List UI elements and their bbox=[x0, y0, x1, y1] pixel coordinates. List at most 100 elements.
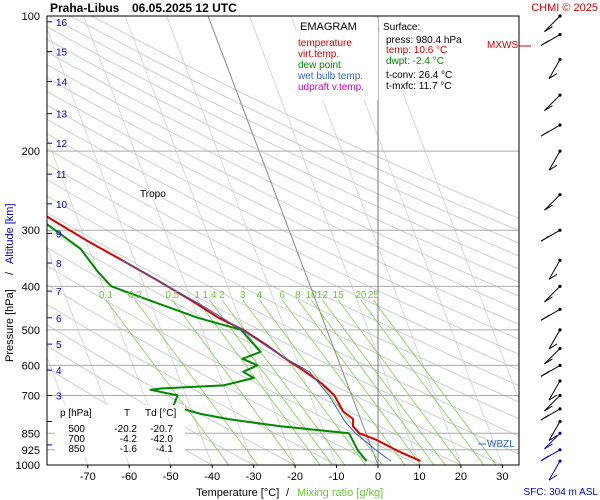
wind-barb-dot bbox=[558, 57, 562, 62]
isotherm bbox=[47, 356, 89, 465]
axis-layer: -70 -60 -50 -40 -30 -20 -10 0 10 20 30 100 200 300 400… bbox=[16, 11, 509, 483]
wind-barb-dot bbox=[558, 363, 562, 367]
pressure-tick-label: 300 bbox=[22, 225, 40, 237]
wind-barb bbox=[544, 346, 562, 365]
wind-barb-dot bbox=[558, 193, 562, 197]
altitude-tick-label: 14 bbox=[56, 78, 68, 89]
mixing-ratio-line bbox=[322, 299, 446, 465]
table-r1-p: 700 bbox=[68, 434, 85, 445]
sounding-datetime: 06.05.2025 12 UTC bbox=[132, 1, 237, 15]
dry-adiabat bbox=[47, 163, 519, 403]
x-axis-title-sep: / bbox=[286, 487, 290, 499]
grid-layer bbox=[47, 16, 519, 465]
dry-adiabat bbox=[47, 179, 519, 420]
surface-title: Surface: bbox=[383, 22, 420, 33]
wind-barb bbox=[540, 32, 562, 47]
wind-barb-dot bbox=[558, 93, 562, 97]
wind-barb-shaft bbox=[548, 460, 561, 481]
dry-adiabat bbox=[47, 77, 519, 311]
x-tick-label: -10 bbox=[329, 471, 345, 483]
wind-barb-flag bbox=[540, 235, 550, 242]
mixing-ratio-label: 1.4 bbox=[203, 290, 217, 301]
wind-barb-flag bbox=[540, 130, 550, 137]
wind-barb bbox=[540, 363, 562, 377]
wind-barb-dot bbox=[558, 228, 562, 232]
wind-barb bbox=[540, 123, 562, 137]
pressure-tick-label: 925 bbox=[22, 445, 40, 457]
wind-barb-shaft bbox=[548, 150, 561, 171]
wind-barb-flag bbox=[548, 474, 558, 481]
surface-elevation: SFC: 304 m ASL bbox=[524, 487, 599, 498]
x-tick-label: -60 bbox=[121, 471, 137, 483]
wind-barb-flag bbox=[544, 358, 553, 365]
wind-barb-dot bbox=[558, 459, 562, 463]
wind-barb-dot bbox=[558, 32, 562, 37]
x-tick-label: -30 bbox=[246, 471, 262, 483]
mixing-ratio-label: 2 bbox=[219, 290, 225, 301]
altitude-tick-label: 9 bbox=[56, 229, 62, 240]
copyright: CHMI © 2025 bbox=[531, 2, 598, 14]
isotherm bbox=[124, 16, 296, 465]
dry-adiabat bbox=[47, 38, 519, 270]
mixing-ratio-line bbox=[134, 299, 259, 465]
x-axis-title-mix: Mixing ratio [g/kg] bbox=[297, 487, 383, 499]
mixing-ratio-label: 25 bbox=[368, 290, 380, 301]
dry-adiabat bbox=[69, 16, 519, 232]
pressure-tick-label: 100 bbox=[22, 11, 40, 23]
wind-barb bbox=[540, 228, 562, 242]
wind-barb bbox=[548, 57, 562, 79]
dry-adiabat bbox=[47, 90, 519, 325]
wind-barb-dot bbox=[558, 14, 562, 18]
mixing-ratio-label: 8 bbox=[295, 290, 301, 301]
mixing-ratio-line bbox=[221, 299, 346, 465]
wind-barb bbox=[548, 379, 562, 401]
dry-adiabat bbox=[47, 26, 519, 257]
altitude-tick-label: 7 bbox=[56, 287, 62, 298]
mixing-ratio-line bbox=[373, 299, 497, 465]
legend-virt-temp: virt.temp. bbox=[298, 49, 339, 60]
pressure-tick-label: 1000 bbox=[16, 460, 40, 472]
wind-barb-dot bbox=[558, 284, 562, 288]
table-r1-td: -42.0 bbox=[150, 434, 173, 445]
wind-barb-dot bbox=[558, 419, 562, 424]
x-tick-label: 30 bbox=[496, 471, 508, 483]
legend-dew-point: dew point bbox=[298, 60, 341, 71]
mixing-ratio-label: 12 bbox=[317, 290, 329, 301]
y-axis-title-sep: / bbox=[4, 271, 16, 275]
surface-dwpt: dwpt: -2.4 °C bbox=[386, 56, 444, 67]
altitude-tick-label: 10 bbox=[56, 200, 68, 211]
series-wet-bulb-temp bbox=[121, 259, 392, 462]
wind-barb-dot bbox=[558, 149, 562, 153]
altitude-tick-label: 12 bbox=[56, 139, 68, 150]
wind-barb-flag bbox=[540, 370, 550, 377]
y-axis-title-altitude: Altitude [km] bbox=[4, 203, 16, 264]
x-tick-label: -50 bbox=[163, 471, 179, 483]
surface-temp: temp: 10.6 °C bbox=[386, 45, 447, 56]
wind-barb bbox=[540, 307, 562, 321]
mixing-ratio-label: 6 bbox=[279, 290, 285, 301]
x-tick-label: 20 bbox=[455, 471, 467, 483]
dry-adiabat bbox=[91, 16, 519, 219]
altitude-tick-label: 16 bbox=[56, 18, 68, 29]
mixing-ratio-label: 1 bbox=[194, 290, 200, 301]
wind-barb bbox=[544, 431, 562, 450]
pressure-tick-label: 500 bbox=[22, 325, 40, 337]
dry-adiabat bbox=[47, 64, 519, 297]
mixing-ratio-line bbox=[310, 299, 435, 465]
mixing-ratio-line bbox=[105, 299, 230, 465]
altitude-tick-label: 4 bbox=[56, 366, 62, 377]
mixing-ratio-label: 10 bbox=[306, 290, 318, 301]
table-r2-p: 850 bbox=[68, 444, 85, 455]
altitude-tick-label: 8 bbox=[56, 259, 62, 270]
plot-frame bbox=[46, 15, 520, 466]
wind-barb-shaft bbox=[548, 380, 561, 401]
wind-barb-dot bbox=[558, 307, 562, 311]
mixing-ratio-line bbox=[242, 299, 366, 465]
wind-barb-shaft bbox=[548, 421, 561, 441]
mixing-ratio-line bbox=[337, 299, 462, 465]
table-r2-t: -1.6 bbox=[120, 444, 138, 455]
x-tick-label: 0 bbox=[375, 471, 381, 483]
wind-barb-shaft bbox=[548, 329, 561, 350]
mixing-ratio-label: 15 bbox=[333, 290, 345, 301]
wind-barb-shaft bbox=[544, 94, 561, 111]
